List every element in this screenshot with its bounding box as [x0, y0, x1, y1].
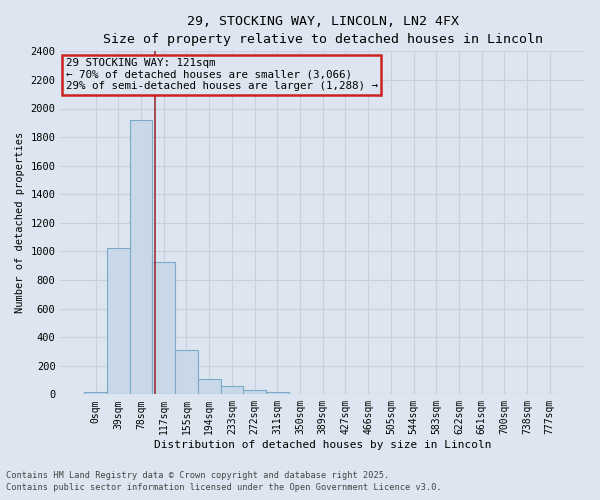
Bar — [107, 248, 130, 394]
Bar — [152, 262, 175, 394]
Bar — [221, 386, 243, 394]
Bar — [130, 120, 152, 394]
Text: Contains HM Land Registry data © Crown copyright and database right 2025.
Contai: Contains HM Land Registry data © Crown c… — [6, 471, 442, 492]
Y-axis label: Number of detached properties: Number of detached properties — [15, 132, 25, 314]
Bar — [266, 392, 289, 394]
Bar — [198, 380, 221, 394]
X-axis label: Distribution of detached houses by size in Lincoln: Distribution of detached houses by size … — [154, 440, 491, 450]
Bar — [84, 392, 107, 394]
Bar — [243, 390, 266, 394]
Text: 29 STOCKING WAY: 121sqm
← 70% of detached houses are smaller (3,066)
29% of semi: 29 STOCKING WAY: 121sqm ← 70% of detache… — [65, 58, 377, 92]
Bar — [175, 350, 198, 395]
Title: 29, STOCKING WAY, LINCOLN, LN2 4FX
Size of property relative to detached houses : 29, STOCKING WAY, LINCOLN, LN2 4FX Size … — [103, 15, 543, 46]
